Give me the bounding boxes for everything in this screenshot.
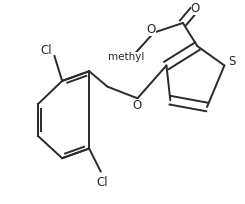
Text: O: O [146, 23, 156, 36]
Text: Cl: Cl [96, 176, 108, 189]
Text: O: O [133, 99, 142, 112]
Text: Cl: Cl [40, 44, 51, 58]
Text: O: O [191, 2, 200, 15]
Text: methyl: methyl [108, 52, 144, 62]
Text: S: S [228, 55, 236, 68]
